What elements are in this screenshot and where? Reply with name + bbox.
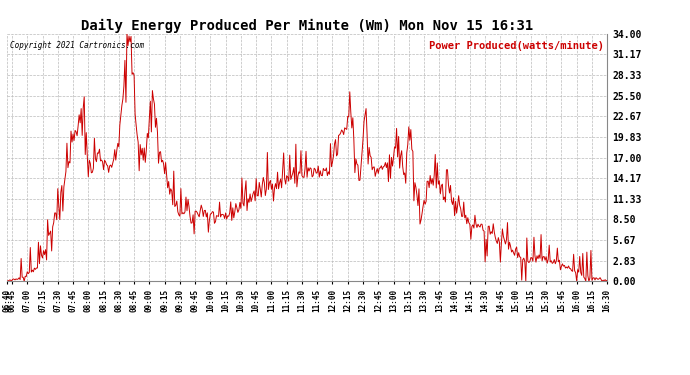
Text: Power Produced(watts/minute): Power Produced(watts/minute) xyxy=(429,41,604,51)
Text: Copyright 2021 Cartronics.com: Copyright 2021 Cartronics.com xyxy=(10,41,144,50)
Title: Daily Energy Produced Per Minute (Wm) Mon Nov 15 16:31: Daily Energy Produced Per Minute (Wm) Mo… xyxy=(81,18,533,33)
